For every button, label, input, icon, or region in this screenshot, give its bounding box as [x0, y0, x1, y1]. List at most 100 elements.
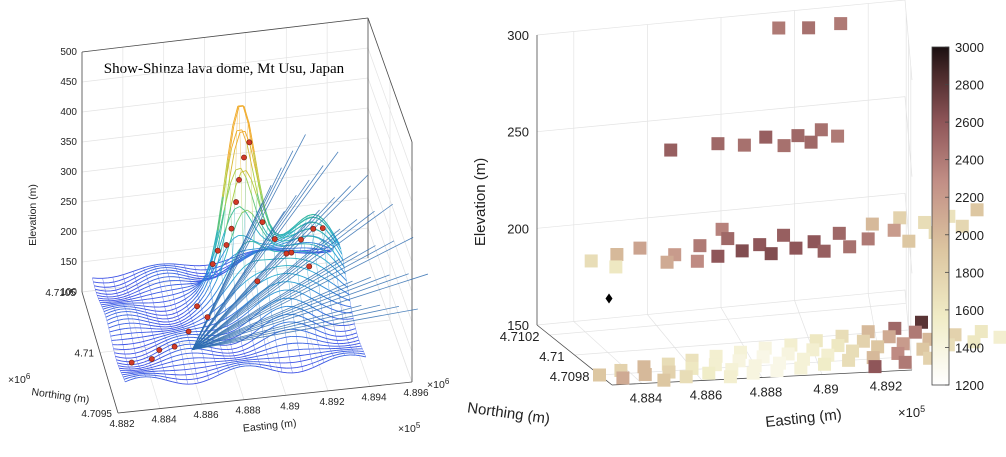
left-surface-mesh — [348, 342, 350, 346]
left-surface-contour — [251, 250, 258, 254]
left-surface-mesh — [149, 285, 151, 291]
left-surface-mesh — [185, 267, 187, 272]
left-surface-mesh — [163, 301, 165, 307]
left-surface-mesh — [272, 319, 274, 327]
left-surface-mesh — [178, 318, 181, 322]
left-surface-mesh — [221, 349, 223, 353]
left-surface-mesh — [176, 336, 178, 340]
left-surface-contour — [311, 338, 318, 341]
left-surface-mesh — [201, 349, 203, 354]
left-surface-contour — [228, 278, 235, 286]
left-surface-contour — [177, 287, 183, 290]
left-surface-mesh — [270, 366, 272, 370]
left-surface-contour — [175, 323, 182, 326]
left-ray-line — [192, 151, 339, 350]
left-surface-contour — [323, 359, 330, 363]
left-surface-contour — [131, 311, 137, 314]
left-surface-contour — [187, 300, 193, 307]
left-surface-mesh — [166, 315, 168, 319]
left-surface-mesh — [318, 284, 321, 295]
left-surface-contour — [245, 251, 251, 254]
left-surface-contour — [130, 297, 137, 300]
left-surface-contour — [176, 325, 183, 328]
right-data-square — [746, 366, 760, 380]
left-surface-mesh — [132, 271, 135, 275]
left-surface-contour — [118, 365, 124, 368]
left-surface-contour — [324, 250, 331, 256]
left-surface-mesh — [220, 253, 222, 269]
left-surface-mesh — [143, 267, 145, 271]
left-surface-contour — [160, 358, 167, 362]
left-surface-contour — [130, 377, 136, 381]
left-surface-mesh — [212, 354, 215, 359]
left-surface-contour — [277, 239, 283, 242]
left-surface-contour — [299, 354, 305, 357]
left-surface-contour — [181, 334, 188, 336]
left-surface-mesh — [163, 370, 166, 375]
left-surface-mesh — [300, 361, 303, 367]
left-surface-mesh — [94, 285, 96, 290]
left-surface-contour — [179, 330, 186, 333]
left-surface-contour — [294, 355, 300, 357]
left-surface-contour — [254, 363, 261, 365]
left-surface-mesh — [207, 375, 209, 380]
left-surface-mesh — [354, 323, 356, 329]
left-surface-contour — [156, 377, 162, 380]
left-surface-contour — [265, 364, 271, 367]
left-surface-contour — [270, 365, 276, 368]
left-surface-contour — [326, 306, 332, 310]
left-surface-contour — [272, 274, 278, 277]
left-surface-contour — [307, 343, 314, 345]
left-surface-contour — [161, 290, 167, 293]
left-surface-contour — [194, 283, 201, 290]
left-surface-mesh — [196, 331, 198, 335]
left-surface-contour — [293, 281, 300, 285]
left-surface-contour — [209, 271, 216, 285]
left-surface-contour — [155, 286, 161, 289]
left-surface-mesh — [127, 314, 129, 319]
left-surface-contour — [264, 341, 271, 346]
left-ray-line — [192, 197, 335, 350]
left-surface-contour — [118, 296, 124, 299]
left-surface-contour — [253, 302, 260, 308]
left-surface-contour — [183, 327, 190, 330]
left-surface-mesh — [250, 145, 252, 180]
left-surface-mesh — [155, 310, 157, 315]
left-ray-line — [192, 276, 372, 351]
left-surface-contour — [345, 305, 352, 308]
right-data-square — [753, 238, 767, 252]
left-surface-contour — [265, 311, 272, 316]
left-surface-mesh — [269, 362, 271, 367]
left-surface-contour — [273, 242, 279, 246]
left-surface-mesh — [164, 335, 166, 338]
left-surface-mesh — [134, 277, 137, 282]
left-surface-mesh — [191, 352, 194, 359]
left-surface-mesh — [98, 300, 101, 303]
left-surface-contour — [326, 229, 333, 238]
left-surface-contour — [182, 358, 189, 360]
left-surface-mesh — [139, 323, 141, 329]
left-surface-mesh — [134, 307, 137, 310]
left-surface-contour — [190, 373, 197, 375]
colorbar-tick-label: 2200 — [955, 190, 984, 205]
left-surface-mesh — [222, 352, 224, 357]
left-surface-mesh — [278, 357, 281, 363]
left-surface-mesh — [123, 379, 126, 382]
left-surface-contour — [339, 354, 345, 357]
left-surface-contour — [152, 297, 158, 299]
left-surface-contour — [221, 158, 228, 197]
left-surface-contour — [139, 269, 145, 273]
left-surface-contour — [243, 347, 249, 351]
left-surface-mesh — [102, 309, 105, 312]
left-surface-mesh — [184, 295, 186, 300]
left-surface-contour — [153, 319, 159, 322]
right-data-square — [832, 226, 846, 240]
left-surface-contour — [136, 312, 143, 315]
left-surface-contour — [320, 256, 327, 262]
left-surface-mesh — [342, 351, 344, 354]
left-surface-contour — [117, 362, 123, 365]
left-surface-contour — [275, 366, 282, 369]
left-surface-contour — [116, 301, 122, 304]
left-surface-contour — [121, 360, 127, 363]
